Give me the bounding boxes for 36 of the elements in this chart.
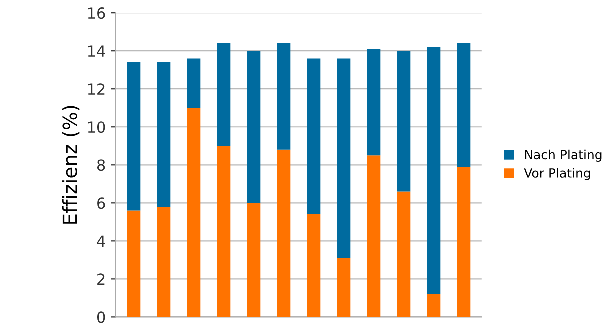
bar — [367, 156, 381, 318]
y-tick-label: 6 — [98, 198, 106, 210]
bar — [427, 294, 441, 318]
bar — [427, 47, 441, 294]
legend-label: Nach Plating — [525, 150, 602, 162]
bar — [337, 258, 351, 318]
bar — [307, 214, 321, 318]
y-tick-label: 12 — [88, 84, 105, 95]
bar — [247, 51, 261, 204]
bar — [187, 58, 201, 108]
bar — [157, 206, 171, 318]
bar — [457, 167, 471, 318]
bar — [157, 62, 171, 207]
bar — [247, 203, 261, 318]
y-tick-label: 4 — [97, 236, 106, 247]
bar — [307, 58, 321, 215]
y-axis-title: Effizienz (%) — [62, 106, 80, 224]
bar — [127, 62, 141, 211]
y-tick-label: 2 — [98, 274, 105, 285]
y-tick-label: 16 — [88, 8, 106, 20]
bar — [277, 150, 291, 318]
bar — [187, 108, 201, 318]
y-tick-label: 8 — [97, 160, 106, 172]
bar — [277, 43, 291, 150]
bar — [457, 43, 471, 168]
bar — [367, 49, 381, 156]
bar — [397, 192, 411, 318]
bar — [127, 210, 141, 318]
bar — [337, 58, 351, 258]
y-tick-label: 14 — [88, 46, 106, 57]
legend-label: Vor Plating — [524, 168, 590, 180]
y-tick-label: 10 — [88, 122, 106, 134]
bar — [217, 43, 231, 146]
bar — [217, 146, 231, 318]
bar — [397, 51, 411, 192]
y-tick-label: 0 — [97, 312, 106, 324]
